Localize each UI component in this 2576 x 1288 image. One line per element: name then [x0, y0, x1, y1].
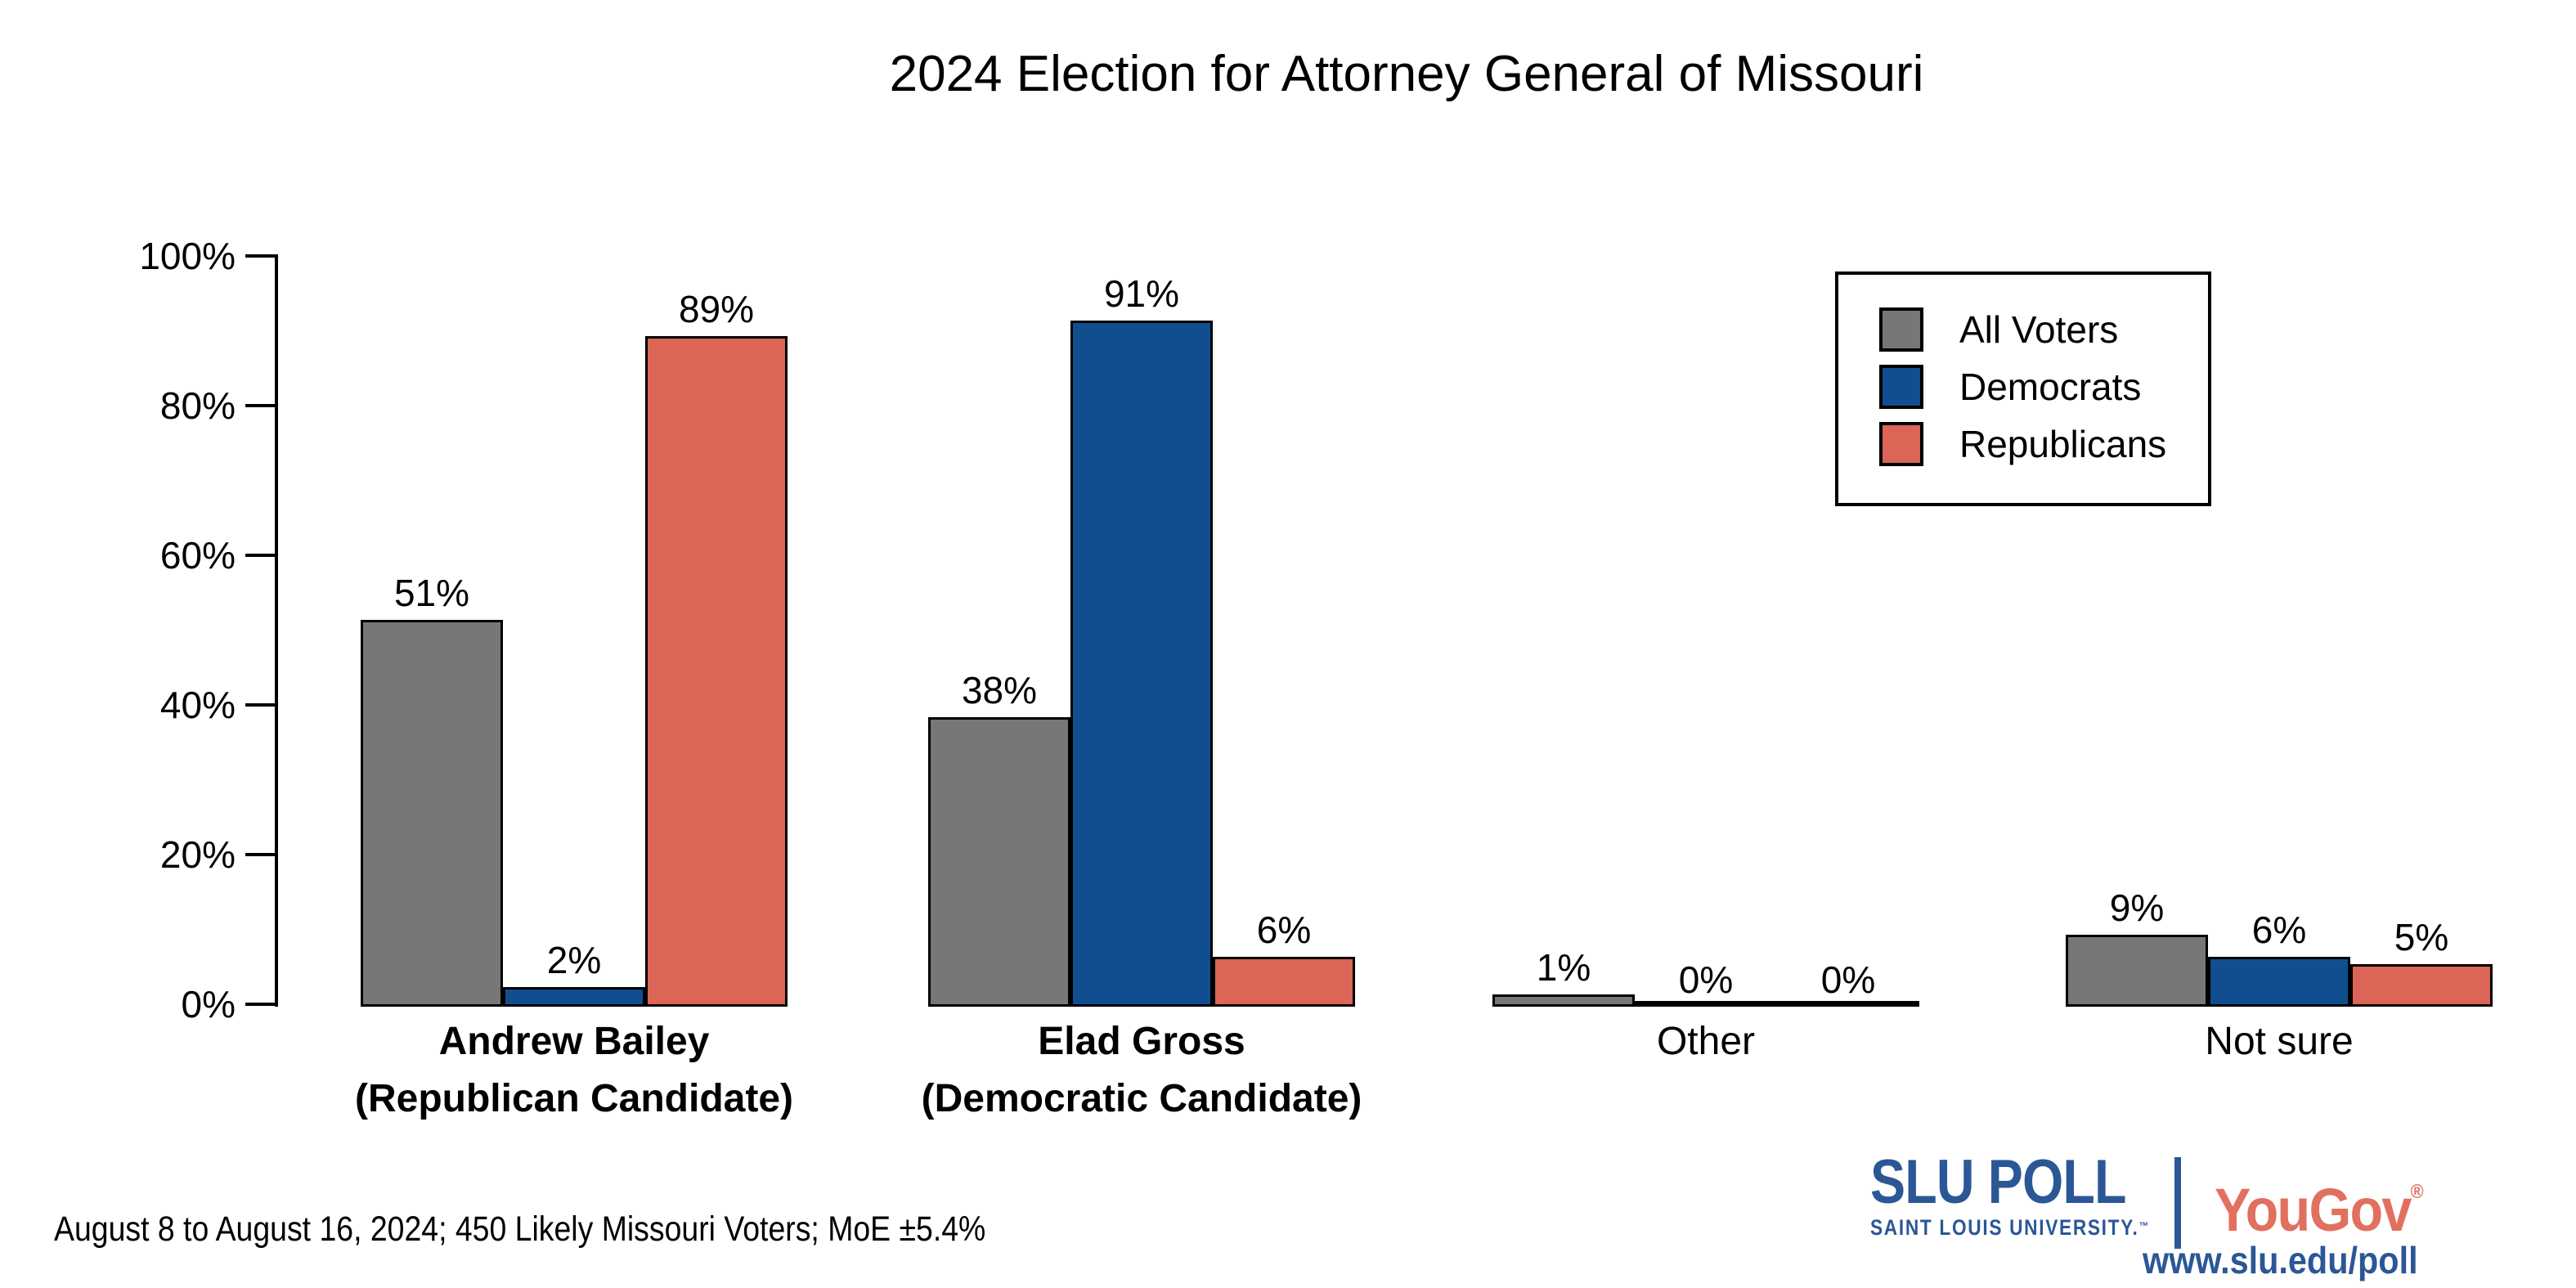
group-baseline	[1492, 1001, 1919, 1007]
axis-tick-label: 60%	[159, 534, 236, 577]
axis-tick	[245, 703, 275, 707]
footnote: August 8 to August 16, 2024; 450 Likely …	[54, 1209, 986, 1249]
logo-divider	[2174, 1157, 2181, 1249]
category-label: Elad Gross	[1038, 1020, 1245, 1063]
bar-value-label: 91%	[1103, 272, 1180, 315]
bar-value-label: 6%	[2251, 909, 2307, 951]
legend-item: Democrats	[1879, 365, 2208, 409]
slu-university-label: SAINT LOUIS UNIVERSITY.™	[1870, 1214, 2148, 1240]
bar	[2066, 935, 2208, 1007]
axis-tick	[245, 853, 275, 856]
legend-label: All Voters	[1959, 308, 2119, 351]
category-label: Andrew Bailey	[438, 1020, 710, 1063]
bar	[361, 620, 503, 1007]
bar-value-label: 0%	[1820, 958, 1876, 1001]
axis-tick-label: 100%	[139, 235, 236, 277]
bar	[503, 987, 645, 1007]
axis-tick-label: 0%	[181, 983, 236, 1025]
bar	[1492, 994, 1635, 1007]
bar-value-label: 6%	[1256, 909, 1312, 951]
bar-value-label: 51%	[393, 572, 470, 614]
category-label: (Democratic Candidate)	[921, 1077, 1362, 1120]
legend-swatch	[1879, 365, 1923, 409]
slu-poll-logo: SLU POLL	[1870, 1147, 2126, 1217]
trademark-symbol: ™	[2138, 1219, 2149, 1232]
axis-tick-label: 40%	[159, 684, 236, 726]
slu-university-text: SAINT LOUIS UNIVERSITY.	[1870, 1215, 2139, 1240]
axis-tick-label: 20%	[159, 833, 236, 876]
chart-title: 2024 Election for Attorney General of Mi…	[889, 46, 1924, 102]
bar	[2350, 964, 2493, 1007]
axis-tick	[245, 1003, 275, 1006]
bar-value-label: 2%	[546, 939, 602, 981]
legend-swatch	[1879, 307, 1923, 352]
axis-tick-label: 80%	[159, 384, 236, 427]
yougov-logo: YouGov®	[2215, 1161, 2423, 1241]
bar-value-label: 89%	[678, 288, 755, 330]
legend-item: All Voters	[1879, 307, 2208, 352]
bar-value-label: 1%	[1536, 946, 1591, 989]
legend-label: Democrats	[1959, 366, 2142, 408]
legend-items: All Voters Democrats Republicans	[1879, 307, 2208, 466]
axis-tick	[245, 554, 275, 557]
category-label: Other	[1656, 1020, 1756, 1063]
yougov-text: YouGov	[2215, 1176, 2412, 1244]
bar-value-label: 38%	[961, 669, 1038, 711]
axis-tick	[245, 404, 275, 407]
bar	[928, 717, 1070, 1007]
registered-symbol: ®	[2410, 1181, 2424, 1203]
poll-url: www.slu.edu/poll	[2143, 1239, 2418, 1281]
legend-item: Republicans	[1879, 422, 2208, 466]
category-label: Not sure	[2205, 1020, 2354, 1063]
bar-value-label: 5%	[2394, 916, 2449, 958]
legend-swatch	[1879, 422, 1923, 466]
bar	[2208, 957, 2350, 1007]
bar	[645, 336, 788, 1007]
bar	[1070, 321, 1213, 1007]
category-label: (Republican Candidate)	[354, 1077, 794, 1120]
bar-value-label: 9%	[2109, 886, 2165, 929]
y-axis-spine	[275, 254, 278, 1007]
bar	[1213, 957, 1355, 1007]
axis-tick	[245, 254, 275, 258]
legend: All Voters Democrats Republicans	[1835, 272, 2211, 506]
legend-label: Republicans	[1959, 423, 2167, 465]
bar-value-label: 0%	[1678, 958, 1734, 1001]
